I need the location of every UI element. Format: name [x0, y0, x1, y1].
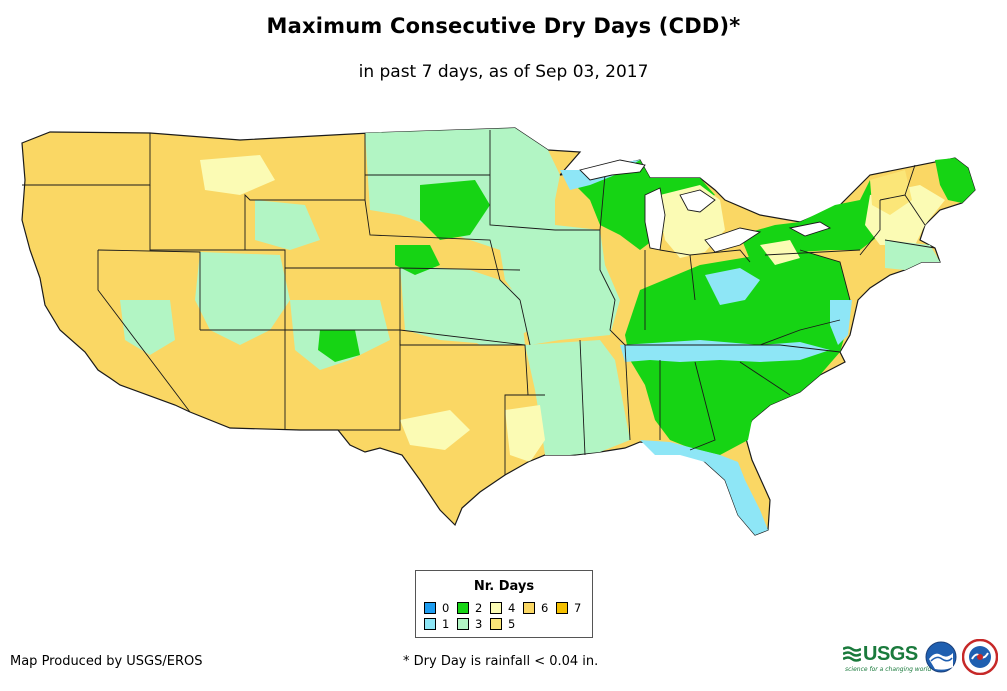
lake — [644, 187, 666, 251]
legend-label: 6 — [541, 601, 549, 615]
usgs-wave-icon — [843, 646, 861, 662]
legend-item-7: 7 — [556, 602, 581, 614]
legend-label: 4 — [508, 601, 516, 615]
cdd-patch-3-days — [885, 240, 940, 270]
state-border — [399, 340, 529, 475]
state-border — [689, 361, 716, 451]
cdd-patch-2-days — [935, 158, 975, 203]
state-border — [764, 249, 861, 256]
cdd-patch-3-days — [455, 300, 525, 345]
cdd-patch-2-days — [395, 245, 440, 275]
legend: Nr. Days 0 1 2 3 4 5 6 7 — [415, 570, 593, 638]
state-border — [519, 299, 531, 346]
state-border — [625, 344, 841, 353]
legend-label: 5 — [508, 617, 516, 631]
state-border — [579, 339, 586, 456]
state-border — [759, 319, 841, 346]
cdd-patch-1-days — [640, 440, 768, 535]
state-border — [97, 249, 201, 330]
legend-swatch — [424, 602, 436, 614]
legend-title: Nr. Days — [473, 579, 535, 594]
great-lakes — [579, 159, 832, 253]
state-border — [599, 230, 626, 346]
state-borders — [22, 130, 936, 475]
credit-text: Map Produced by USGS/EROS — [10, 654, 203, 669]
legend-label: 2 — [475, 601, 483, 615]
legend-label: 1 — [442, 617, 450, 631]
legend-label: 7 — [574, 601, 582, 615]
state-border — [739, 361, 791, 396]
legend-label: 0 — [442, 601, 450, 615]
state-border — [527, 454, 546, 463]
cdd-patch-2-days — [565, 160, 715, 250]
cdd-patch-4-days — [505, 405, 545, 462]
cdd-patch-5-days — [870, 170, 912, 215]
state-border — [599, 174, 606, 231]
cdd-patch-3-days — [120, 300, 175, 355]
legend-item-2: 2 — [457, 602, 482, 614]
legend-swatch — [424, 618, 436, 630]
noaa-logo-icon — [925, 641, 957, 673]
lake — [788, 221, 832, 237]
legend-swatch — [490, 602, 502, 614]
state-border — [399, 267, 521, 271]
state-border — [689, 249, 751, 263]
legend-item-4: 4 — [490, 602, 515, 614]
cdd-patch-4-days — [200, 155, 275, 195]
cdd-patches — [120, 128, 975, 535]
legend-label: 3 — [475, 617, 483, 631]
legend-item-6: 6 — [523, 602, 548, 614]
state-border — [97, 250, 191, 413]
legend-item-0: 0 — [424, 602, 449, 614]
lake — [679, 189, 716, 213]
legend-item-3: 3 — [457, 618, 482, 630]
legend-swatch — [556, 602, 568, 614]
state-border — [859, 200, 881, 256]
legend-swatch — [490, 618, 502, 630]
cdd-patch-1-days — [705, 268, 760, 305]
lake — [579, 159, 646, 181]
cdd-patch-3-days — [195, 252, 290, 345]
legend-item-5: 5 — [490, 618, 515, 630]
state-border — [884, 239, 936, 249]
cdd-patch-1-days — [620, 340, 830, 362]
state-border — [799, 249, 851, 301]
cdd-patch-2-days — [318, 330, 360, 362]
cdd-patch-2-days — [420, 180, 490, 240]
state-border — [489, 130, 556, 231]
state-border — [399, 329, 526, 346]
cdd-patch-4-days — [760, 240, 800, 265]
legend-swatch — [457, 602, 469, 614]
nws-logo-icon — [962, 639, 998, 675]
map-subtitle: in past 7 days, as of Sep 03, 2017 — [358, 62, 649, 82]
legend-swatch — [523, 602, 535, 614]
cdd-patch-3-days — [365, 128, 620, 345]
state-border — [624, 344, 631, 441]
cdd-patch-2-days — [740, 180, 890, 260]
cdd-patch-3-days — [555, 355, 605, 430]
state-border — [285, 329, 401, 431]
cdd-patch-3-days — [255, 200, 320, 250]
state-border — [904, 164, 916, 196]
state-border — [364, 199, 521, 301]
legend-item-1: 1 — [424, 618, 449, 630]
map-title: Maximum Consecutive Dry Days (CDD)* — [266, 14, 741, 38]
lake — [704, 227, 762, 253]
usgs-logo: USGS science for a changing world — [843, 643, 932, 673]
cdd-patch-1-days — [830, 300, 852, 345]
legend-swatch — [457, 618, 469, 630]
footnote-text: * Dry Day is rainfall < 0.04 in. — [403, 654, 599, 669]
cdd-patch-4-days — [400, 410, 470, 450]
